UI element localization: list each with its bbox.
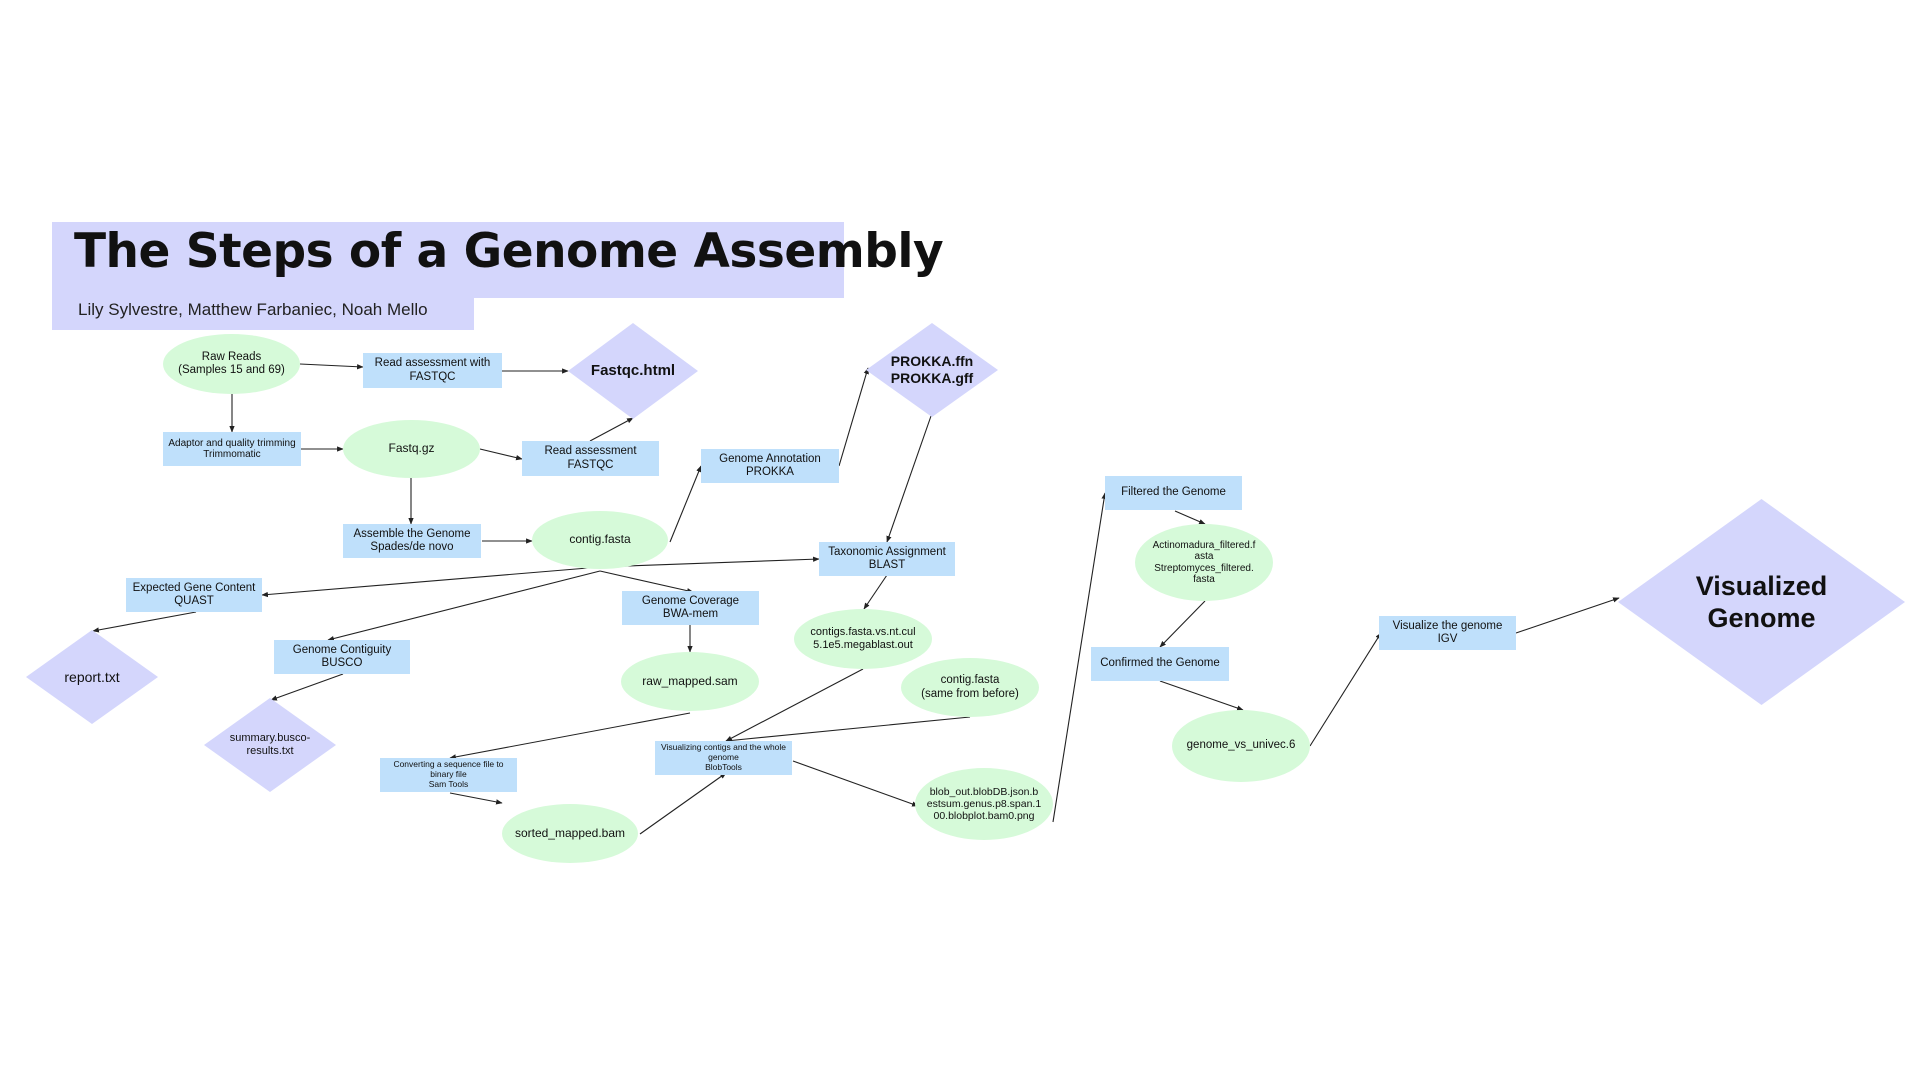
arrow-blobtools-to-blobout	[792, 760, 919, 807]
node-raw-mapped-sam: raw_mapped.sam	[621, 652, 759, 711]
node-filtered-files: Actinomadura_filtered.f asta Streptomyce…	[1135, 524, 1273, 601]
node-read-assessment-1: Read assessment with FASTQC	[363, 353, 502, 388]
arrow-annotation-to-prokka	[838, 367, 869, 467]
arrow-confirmed-to-univec	[1159, 680, 1244, 711]
arrow-readassess2-to-fastqc	[589, 417, 634, 442]
arrow-megablast-to-blobtools	[725, 668, 864, 742]
node-genome-annotation: Genome Annotation PROKKA	[701, 449, 839, 483]
node-taxonomic-assignment: Taxonomic Assignment BLAST	[819, 542, 955, 576]
node-contig-fasta: contig.fasta	[532, 511, 668, 569]
node-read-assessment-2: Read assessment FASTQC	[522, 441, 659, 476]
arrow-taxonomic-to-megablast	[863, 574, 888, 610]
arrow-contig-to-genecontent	[261, 566, 601, 598]
arrow-filteredfiles-to-confirmed	[1159, 600, 1206, 648]
node-megablast-out: contigs.fasta.vs.nt.cul 5.1e5.megablast.…	[794, 609, 932, 669]
arrow-blobout-to-filtered	[1052, 492, 1107, 823]
node-expected-gene-content: Expected Gene Content QUAST	[126, 578, 262, 612]
arrow-rawmapped-to-samtools	[449, 712, 691, 760]
node-sorted-mapped-bam: sorted_mapped.bam	[502, 804, 638, 863]
arrow-contig-to-taxonomic	[599, 556, 820, 568]
node-confirmed-genome: Confirmed the Genome	[1091, 647, 1229, 681]
arrow-sorted-to-blobtools	[639, 772, 727, 835]
node-busco-results: summary.busco- results.txt	[204, 698, 336, 792]
arrow-contigbefore-to-blobtools	[725, 716, 971, 744]
arrow-contig-to-contiguity	[327, 570, 601, 642]
arrow-rawreads-to-readassess	[299, 363, 364, 370]
arrow-fastqgz-to-readassess2	[479, 448, 523, 461]
node-fastqc-html: Fastqc.html	[568, 323, 698, 419]
arrow-filtered-to-filteredfiles	[1174, 510, 1206, 525]
node-prokka-output: PROKKA.ffn PROKKA.gff	[866, 323, 998, 417]
node-blob-out-png: blob_out.blobDB.json.b estsum.genus.p8.s…	[915, 768, 1053, 840]
node-sam-tools: Converting a sequence file to binary fil…	[380, 758, 517, 792]
node-report-txt: report.txt	[26, 630, 158, 724]
node-fastq-gz: Fastq.gz	[343, 420, 480, 478]
arrow-contiguity-to-busco	[270, 673, 344, 701]
arrow-genecontent-to-report	[92, 611, 197, 633]
node-genome-vs-univec: genome_vs_univec.6	[1172, 710, 1310, 782]
authors-banner	[52, 296, 474, 330]
arrow-prokka-to-taxonomic	[886, 415, 932, 543]
node-assemble-genome: Assemble the Genome Spades/de novo	[343, 524, 481, 558]
node-visualized-genome: Visualized Genome	[1618, 499, 1905, 705]
title-banner	[52, 222, 844, 298]
arrow-samtools-to-sorted	[449, 792, 503, 805]
node-contig-fasta-before: contig.fasta (same from before)	[901, 658, 1039, 717]
authors-line: Lily Sylvestre, Matthew Farbaniec, Noah …	[78, 300, 428, 319]
node-genome-coverage: Genome Coverage BWA-mem	[622, 591, 759, 625]
arrow-contig-to-coverage	[599, 570, 694, 594]
arrow-univec-to-igv	[1309, 632, 1382, 747]
node-filtered-genome: Filtered the Genome	[1105, 476, 1242, 510]
node-blobtools: Visualizing contigs and the whole genome…	[655, 741, 792, 775]
node-genome-contiguity: Genome Contiguity BUSCO	[274, 640, 410, 674]
arrow-contig-to-annotation	[669, 465, 702, 543]
node-visualize-igv: Visualize the genome IGV	[1379, 616, 1516, 650]
page-title: The Steps of a Genome Assembly	[74, 224, 944, 279]
node-trimming: Adaptor and quality trimming Trimmomatic	[163, 432, 301, 466]
node-raw-reads: Raw Reads (Samples 15 and 69)	[163, 334, 300, 394]
arrow-igv-to-visualized	[1515, 597, 1620, 634]
